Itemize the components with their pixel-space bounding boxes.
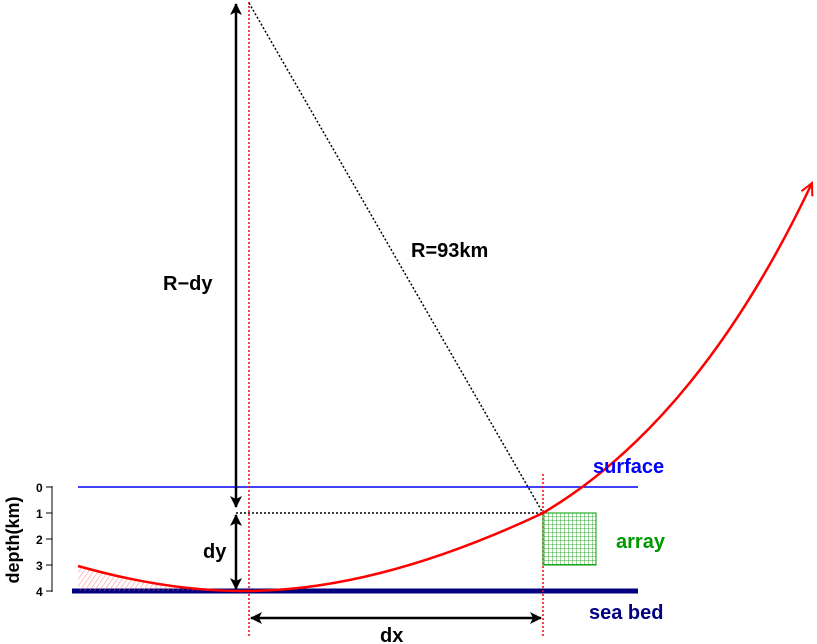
depth-axis: 0 1 2 3 4 depth(km) [3,481,53,599]
array-label: array [616,531,666,553]
radius-label: R=93km [411,240,488,262]
depth-tick-label-4: 4 [36,585,43,599]
dx-label: dx [380,625,403,644]
depth-tick-label-1: 1 [36,507,43,521]
r-minus-dy-label: R−dy [163,273,213,295]
seabed-hatch-region [78,566,248,591]
array-box [542,512,597,566]
sea-bed-label: sea bed [589,602,663,624]
depth-axis-label: depth(km) [3,497,23,584]
depth-tick-label-0: 0 [36,481,43,495]
surface-label: surface [593,456,664,478]
ray-path [77,183,812,593]
radius-line [248,2,544,514]
depth-tick-label-3: 3 [36,559,43,573]
depth-tick-label-2: 2 [36,533,43,547]
dy-label: dy [203,541,227,563]
